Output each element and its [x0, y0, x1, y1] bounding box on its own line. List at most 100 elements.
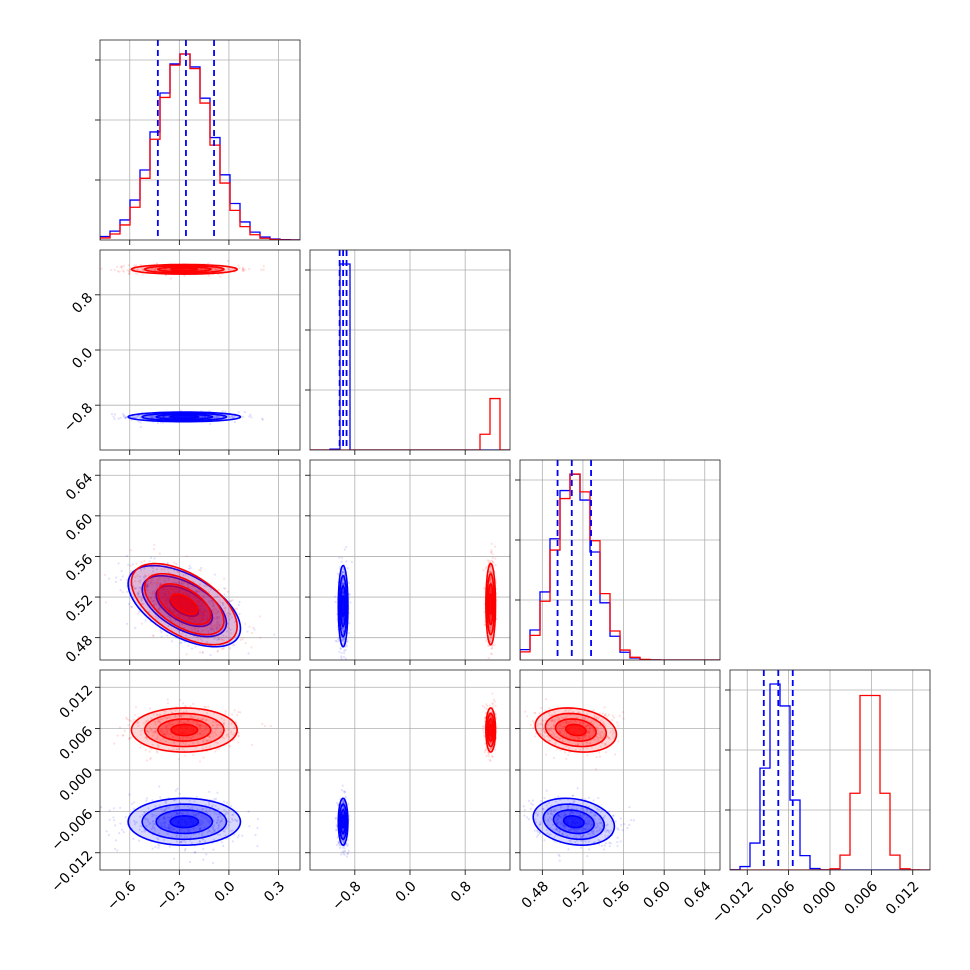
scatter-point — [346, 843, 349, 846]
scatter-point — [145, 824, 148, 828]
scatter-point — [341, 617, 344, 620]
scatter-point — [163, 594, 166, 597]
scatter-point — [170, 826, 173, 829]
scatter-point — [133, 587, 137, 590]
scatter-point — [167, 571, 171, 574]
scatter-point — [166, 604, 169, 607]
scatter-point — [145, 585, 149, 588]
scatter-point — [224, 410, 227, 413]
panel-3-0 — [95, 669, 301, 875]
scatter-point — [187, 584, 190, 587]
scatter-point — [162, 415, 165, 418]
scatter-point — [213, 573, 216, 576]
scatter-point — [212, 608, 216, 611]
scatter-point — [202, 617, 205, 620]
scatter-point — [196, 596, 200, 600]
scatter-point — [238, 266, 241, 270]
scatter-point — [146, 600, 149, 603]
scatter-point — [345, 644, 348, 647]
scatter-point — [151, 592, 154, 595]
scatter-point — [139, 598, 143, 601]
diag-panel-2 — [515, 459, 721, 665]
scatter-point — [201, 735, 204, 738]
scatter-point — [489, 577, 492, 580]
scatter-point — [187, 617, 190, 620]
scatter-point — [167, 591, 170, 595]
scatter-point — [211, 599, 214, 603]
scatter-point — [126, 269, 129, 272]
scatter-point — [163, 592, 166, 595]
scatter-point — [150, 581, 153, 584]
scatter-point — [489, 568, 493, 571]
scatter-point — [188, 617, 191, 620]
scatter-point — [187, 617, 190, 621]
scatter-point — [204, 415, 207, 419]
scatter-point — [172, 857, 176, 860]
contour-series-1 — [130, 707, 238, 753]
scatter-point — [168, 595, 171, 599]
scatter-point — [489, 626, 492, 630]
scatter-point — [222, 647, 225, 650]
scatter-point — [217, 617, 220, 620]
scatter-point — [348, 631, 351, 635]
scatter-point — [163, 815, 166, 818]
scatter-point — [338, 844, 341, 847]
scatter-point — [346, 639, 349, 642]
scatter-point — [171, 640, 174, 643]
scatter-point — [144, 720, 148, 723]
scatter-point — [188, 828, 191, 831]
scatter-point — [220, 638, 223, 641]
scatter-point — [125, 416, 128, 419]
scatter-point — [160, 568, 163, 571]
scatter-point — [211, 735, 215, 738]
scatter-point — [192, 720, 195, 723]
scatter-point — [207, 262, 211, 265]
scatter-point — [199, 732, 202, 736]
scatter-point — [173, 625, 176, 628]
scatter-point — [198, 840, 201, 843]
scatter-point — [144, 619, 147, 622]
scatter-point — [165, 599, 168, 602]
scatter-point — [153, 543, 156, 547]
scatter-point — [149, 758, 152, 761]
scatter-point — [132, 837, 135, 840]
scatter-point — [335, 824, 338, 827]
scatter-point — [145, 738, 149, 741]
scatter-point — [489, 590, 493, 593]
scatter-point — [141, 268, 144, 272]
scatter-point — [213, 616, 216, 620]
scatter-point — [196, 589, 199, 593]
scatter-point — [180, 714, 183, 717]
scatter-point — [218, 747, 221, 750]
scatter-point — [138, 590, 141, 593]
scatter-point — [216, 791, 219, 794]
scatter-point — [100, 806, 103, 809]
scatter-point — [184, 840, 187, 844]
scatter-point — [185, 653, 188, 656]
scatter-point — [231, 598, 234, 602]
scatter-point — [163, 592, 166, 596]
scatter-point — [218, 662, 220, 664]
scatter-point — [489, 652, 492, 655]
scatter-point — [171, 736, 174, 739]
scatter-point — [342, 617, 345, 620]
scatter-point — [231, 819, 234, 822]
scatter-point — [213, 731, 217, 734]
scatter-point — [203, 584, 206, 587]
scatter-point — [199, 621, 203, 624]
scatter-point — [172, 611, 175, 614]
scatter-point — [199, 731, 202, 735]
scatter-point — [155, 269, 158, 272]
scatter-point — [140, 825, 143, 828]
scatter-point — [216, 649, 220, 652]
scatter-point — [110, 268, 113, 272]
scatter-point — [269, 725, 272, 728]
scatter-point — [183, 849, 187, 852]
scatter-point — [185, 709, 188, 713]
scatter-point — [250, 743, 254, 747]
scatter-point — [489, 590, 493, 593]
scatter-point — [128, 737, 131, 741]
scatter-point — [343, 839, 346, 842]
scatter-point — [234, 720, 237, 723]
